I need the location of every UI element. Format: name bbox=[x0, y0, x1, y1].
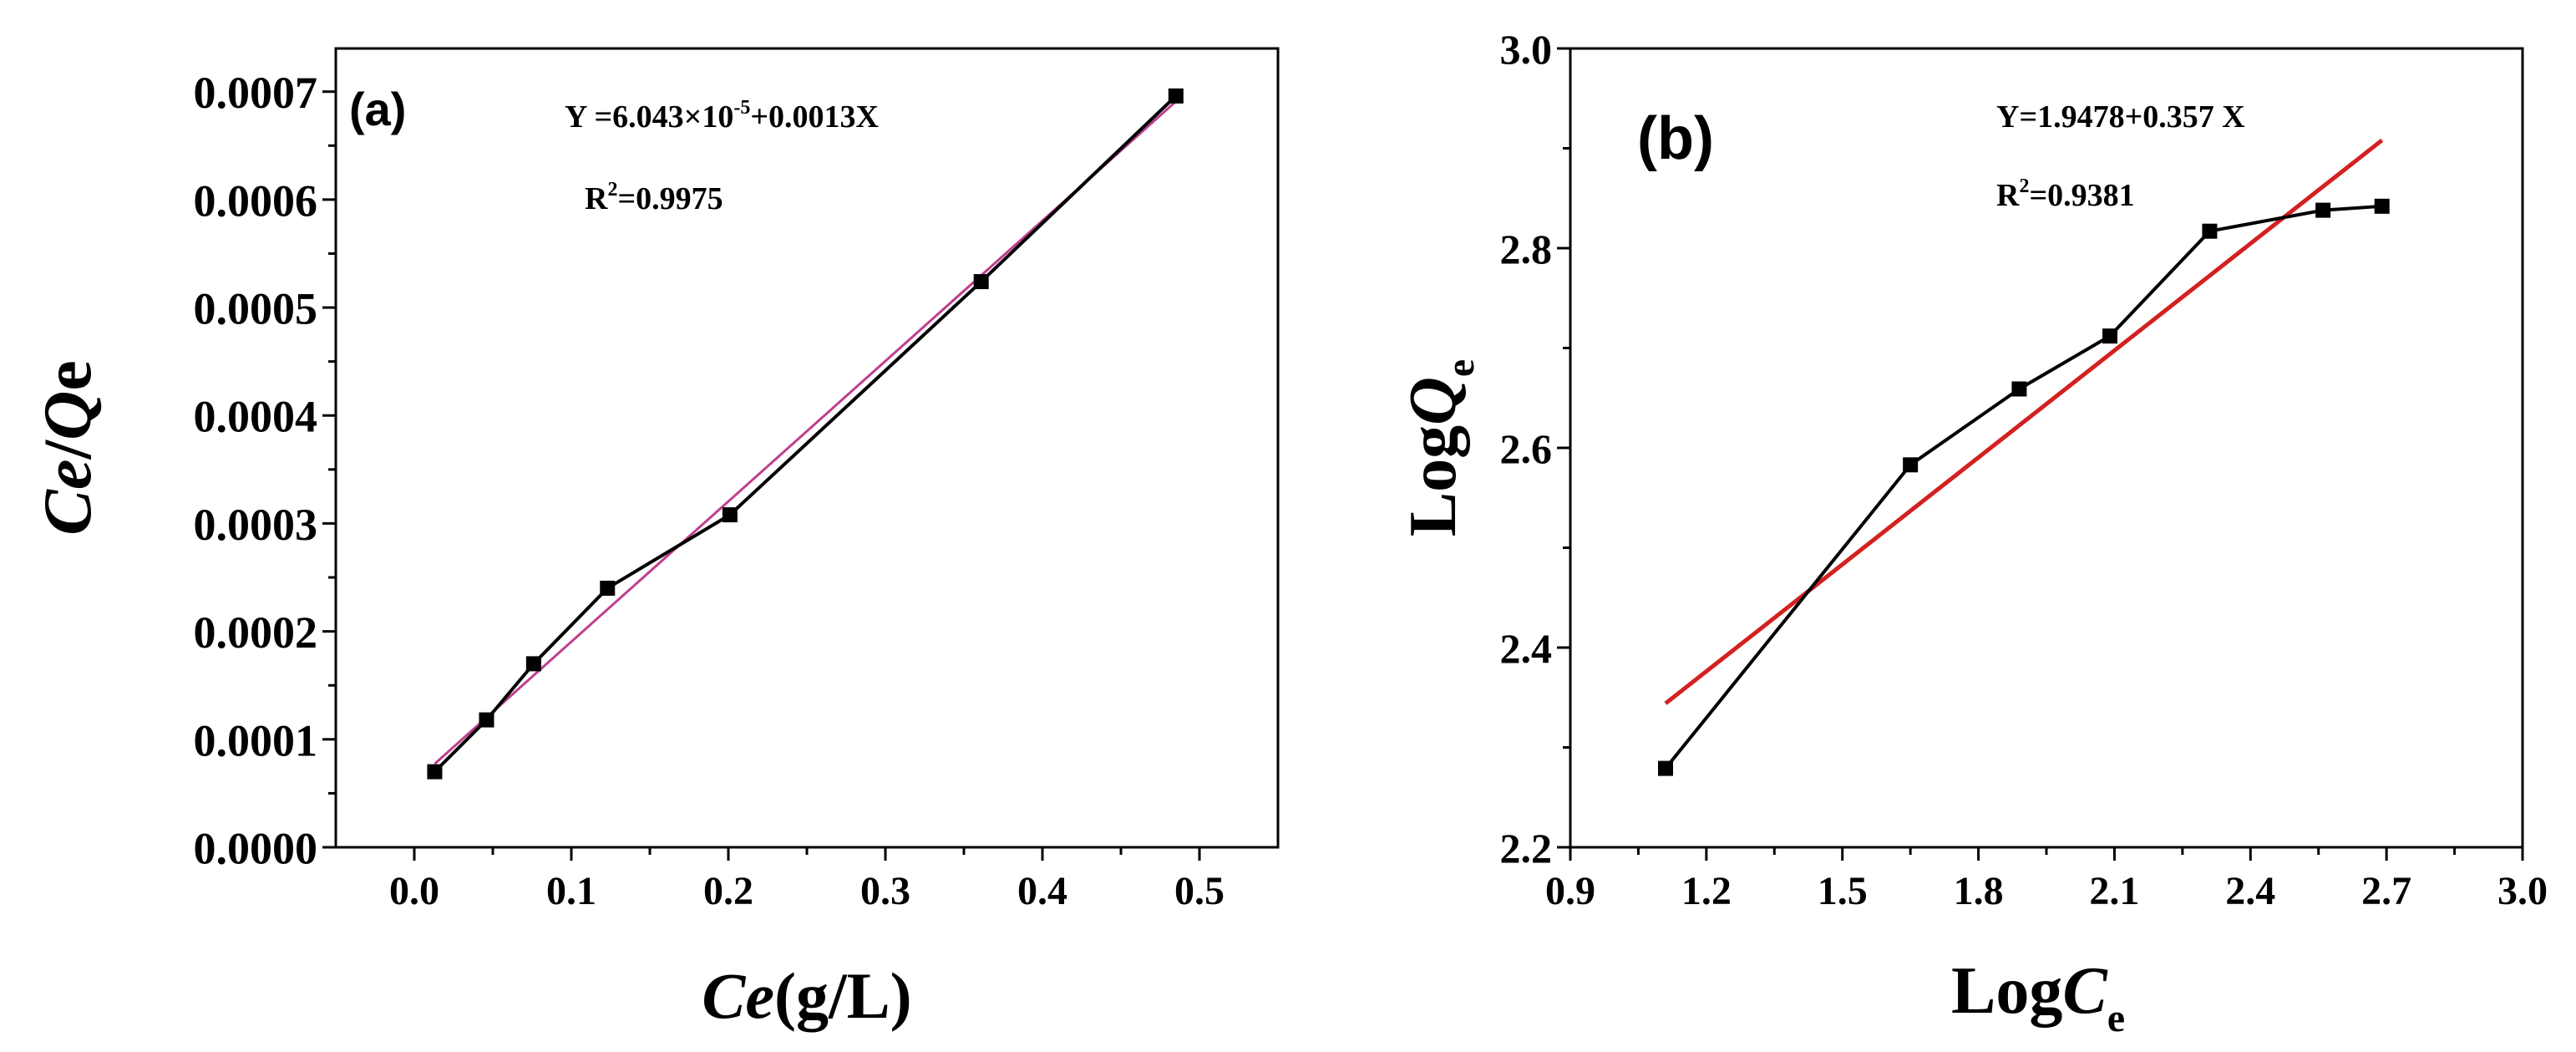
a-y-tick-label: 0.0000 bbox=[194, 823, 318, 873]
b-equation: Y=1.9478+0.357 X bbox=[1996, 99, 2245, 135]
b-x-tick-label: 3.0 bbox=[2497, 869, 2548, 913]
b-x-tick-label: 1.2 bbox=[1681, 869, 1732, 913]
a-y-tick-label: 0.0004 bbox=[194, 392, 318, 442]
b-series-line bbox=[1664, 204, 2382, 770]
a-data-point bbox=[427, 764, 443, 780]
b-r-squared: R2=0.9381 bbox=[1996, 175, 2135, 213]
b-y-tick-label: 3.0 bbox=[1500, 26, 1553, 73]
a-r-squared: R2=0.9975 bbox=[585, 179, 723, 216]
b-fit-line bbox=[1664, 138, 2384, 705]
a-data-point bbox=[1168, 88, 1184, 104]
panel-a: 0.0 0.1 0.2 0.3 0.4 0.5 0.0000 0.0001 0.0002 0.00… bbox=[29, 47, 1280, 1032]
a-data-point bbox=[973, 274, 989, 290]
b-y-tick-label: 2.4 bbox=[1500, 625, 1553, 672]
a-data-point bbox=[600, 580, 616, 596]
a-y-tick-label: 0.0003 bbox=[194, 500, 318, 550]
b-data-point bbox=[2011, 381, 2027, 397]
b-data-point bbox=[2102, 328, 2117, 344]
panel-b: 0.9 1.2 1.5 1.8 2.1 2.4 2.7 3.02.22.42.62.83.0 … bbox=[1397, 26, 2548, 1040]
b-y-tick-label: 2.6 bbox=[1500, 425, 1553, 472]
b-x-tick-label: 2.4 bbox=[2225, 869, 2275, 913]
b-x-tick-label: 2.7 bbox=[2361, 869, 2411, 913]
b-tick-labels: 0.9 1.2 1.5 1.8 2.1 2.4 2.7 3.0 2.2 2.4 2.6 2.8 3.0 bbox=[1500, 26, 2548, 913]
b-fit-line-group bbox=[1664, 138, 2384, 705]
a-y-axis-label: Ce/Qe bbox=[29, 360, 105, 536]
a-equation: Y =6.043×10-5+0.0013X bbox=[565, 97, 879, 135]
a-y-tick-label: 0.0005 bbox=[194, 283, 318, 333]
a-x-tick-label: 0.2 bbox=[703, 869, 753, 913]
a-series bbox=[427, 88, 1184, 780]
a-y-tick-label: 0.0006 bbox=[194, 175, 318, 226]
b-data-point bbox=[2202, 223, 2218, 239]
a-ticks bbox=[322, 90, 1201, 861]
a-y-tick-label: 0.0002 bbox=[194, 607, 318, 658]
b-x-tick-label: 1.8 bbox=[1954, 869, 2004, 913]
b-data-point bbox=[1903, 457, 1919, 473]
a-x-tick-label: 0.4 bbox=[1017, 869, 1067, 913]
a-x-tick-label: 0.3 bbox=[860, 869, 910, 913]
b-ticks bbox=[1557, 47, 2524, 861]
a-data-point bbox=[525, 656, 541, 672]
b-x-tick-label: 1.5 bbox=[1818, 869, 1868, 913]
a-data-point bbox=[722, 507, 738, 523]
a-y-tick-label: 0.0001 bbox=[194, 715, 318, 765]
b-y-tick-label: 2.2 bbox=[1500, 825, 1553, 872]
b-series bbox=[1658, 198, 2390, 776]
b-data-point bbox=[2315, 202, 2331, 218]
b-x-axis-label: LogCe bbox=[1951, 954, 2125, 1040]
b-y-tick-label: 2.8 bbox=[1500, 226, 1553, 272]
a-y-tick-label: 0.0007 bbox=[194, 68, 318, 118]
b-x-tick-label: 0.9 bbox=[1545, 869, 1595, 913]
b-y-axis-label: LogQe bbox=[1397, 359, 1483, 536]
b-x-tick-label: 2.1 bbox=[2089, 869, 2139, 913]
b-data-point bbox=[2374, 198, 2390, 214]
a-x-tick-label: 0.5 bbox=[1174, 869, 1225, 913]
a-data-point bbox=[479, 712, 494, 728]
b-data-point bbox=[1658, 760, 1673, 776]
a-panel-label: (a) bbox=[349, 83, 406, 135]
a-x-tick-label: 0.0 bbox=[389, 869, 439, 913]
a-tick-labels: 0.0 0.1 0.2 0.3 0.4 0.5 0.0000 0.0001 0.0002 0.00… bbox=[194, 68, 1225, 913]
a-x-axis-label: Ce(g/L) bbox=[702, 959, 911, 1032]
b-panel-label: (b) bbox=[1637, 105, 1714, 172]
a-x-tick-label: 0.1 bbox=[546, 869, 596, 913]
